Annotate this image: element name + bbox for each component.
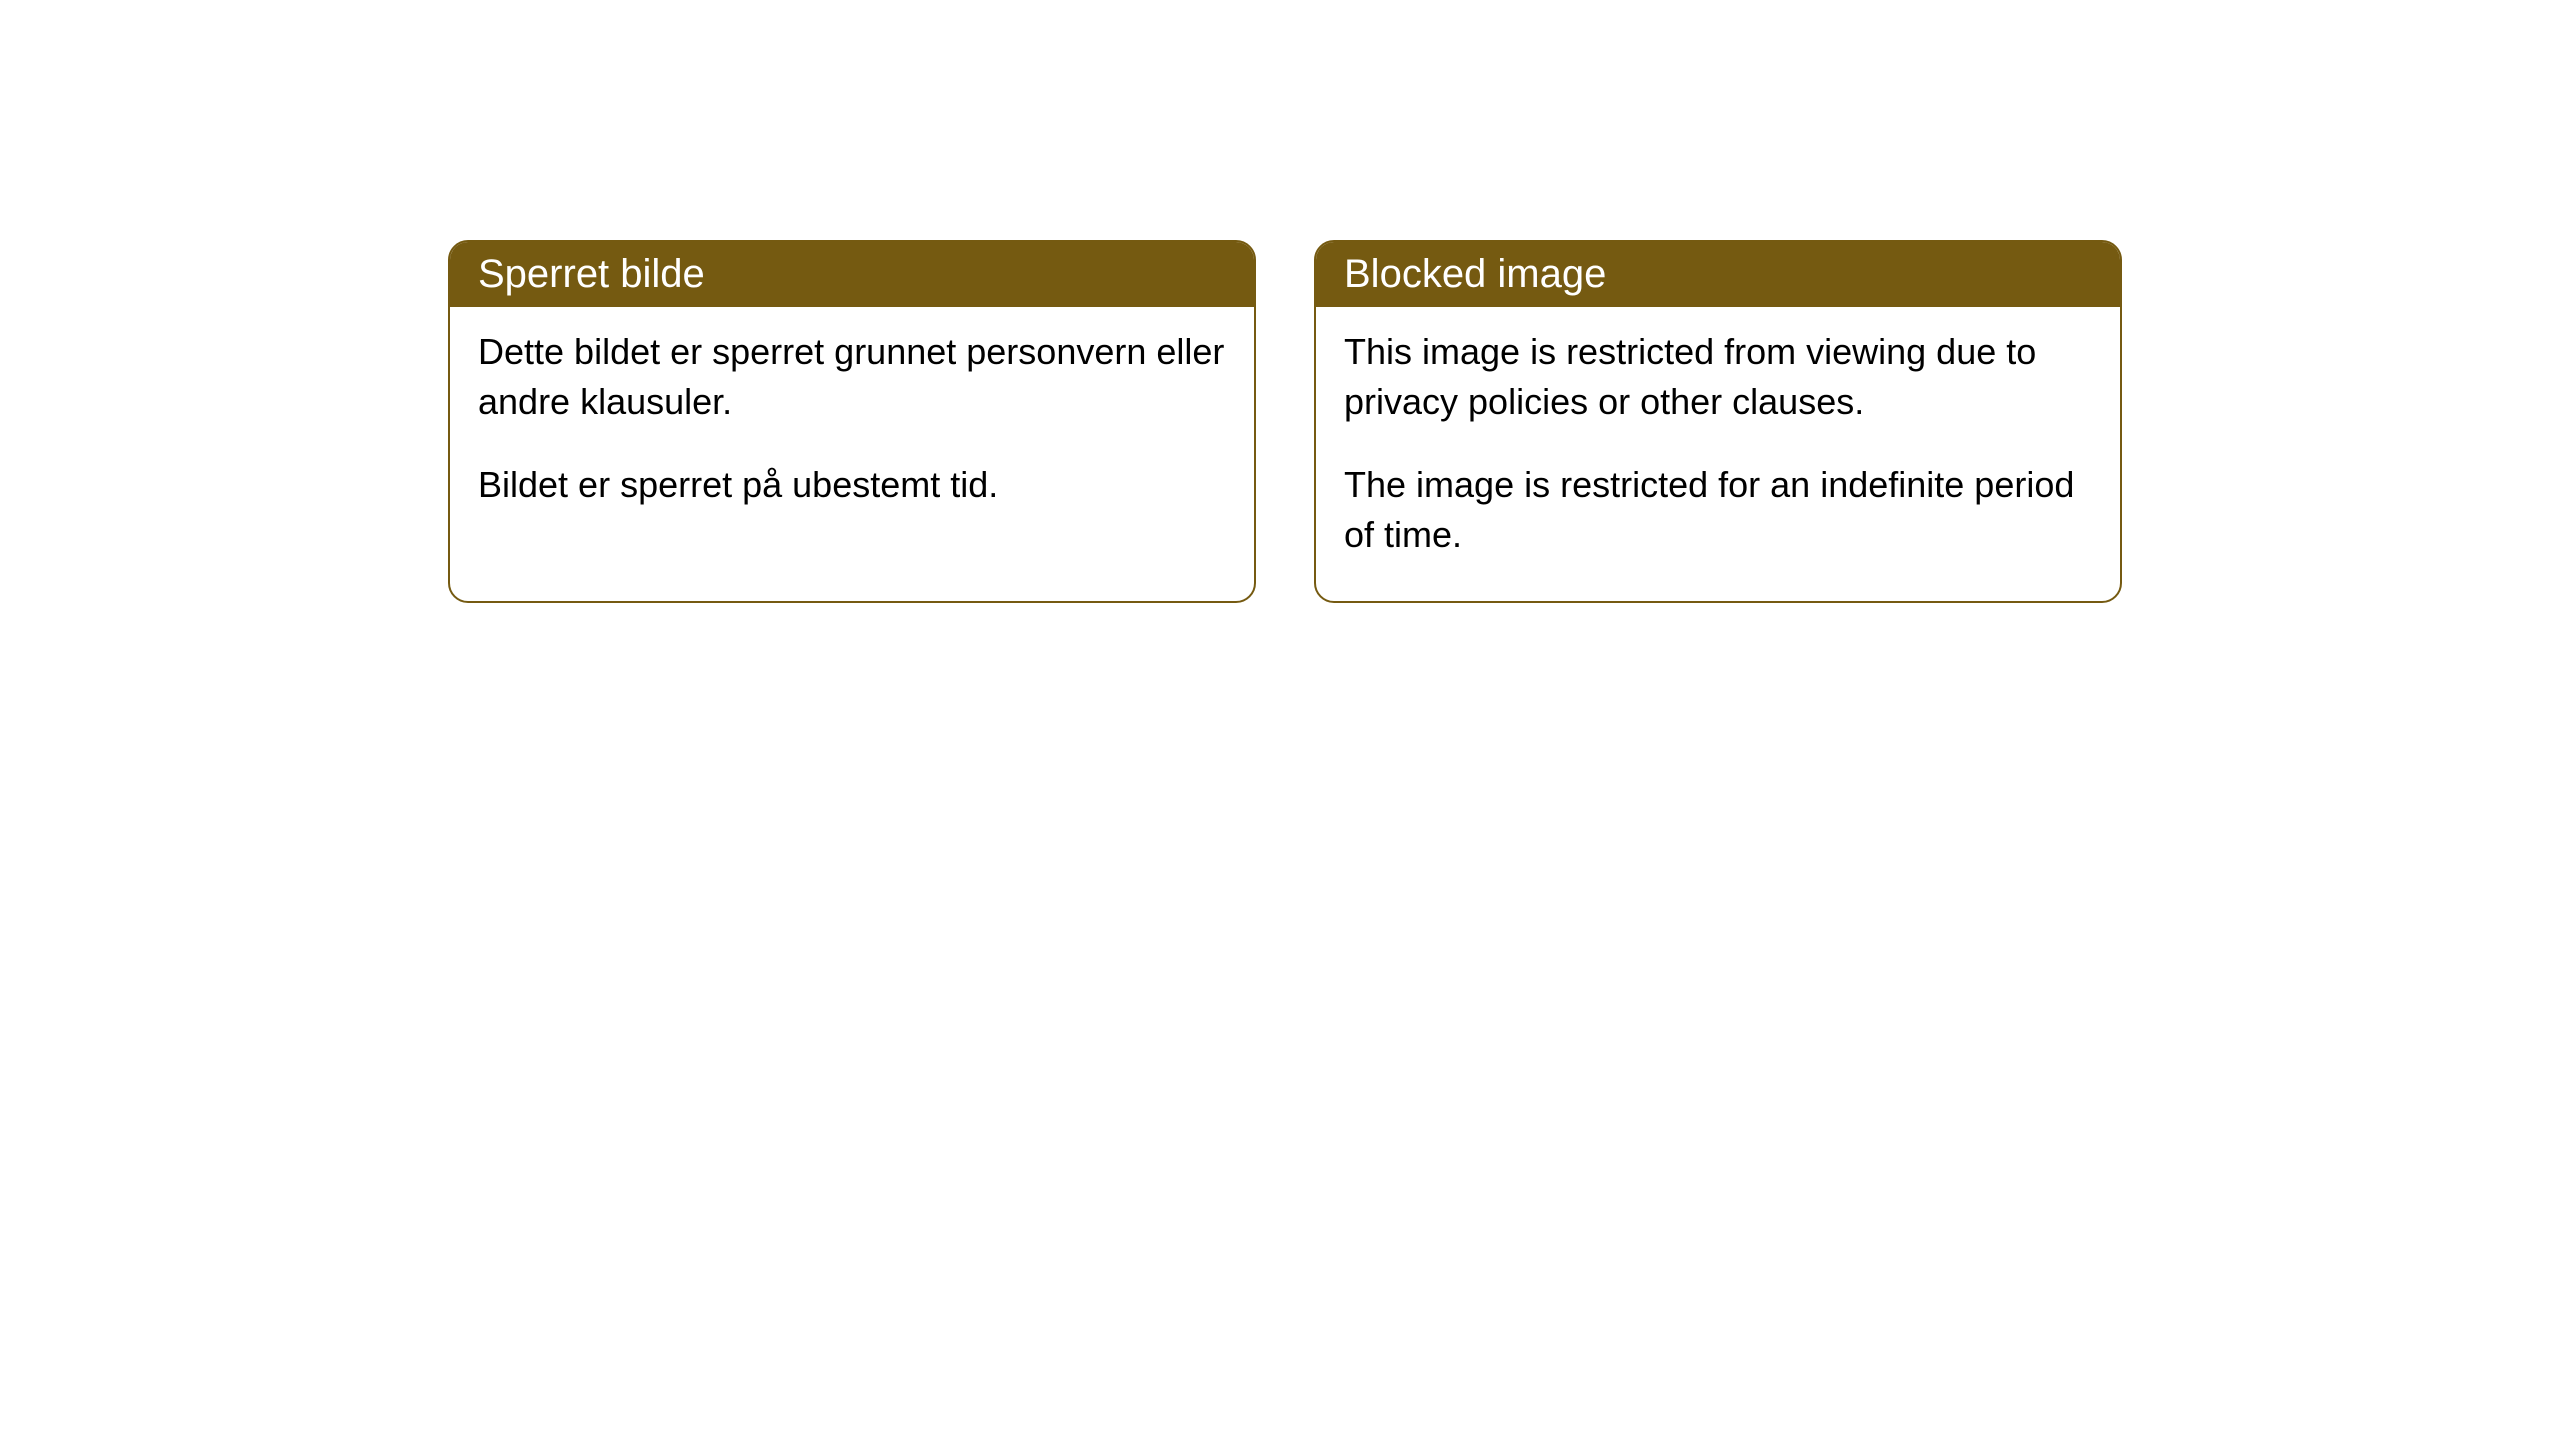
notice-header-english: Blocked image [1316, 242, 2120, 307]
notice-body-english: This image is restricted from viewing du… [1316, 307, 2120, 601]
notice-card-english: Blocked image This image is restricted f… [1314, 240, 2122, 603]
notice-text-line-1: This image is restricted from viewing du… [1344, 327, 2092, 428]
notice-text-line-1: Dette bildet er sperret grunnet personve… [478, 327, 1226, 428]
notice-text-line-2: The image is restricted for an indefinit… [1344, 460, 2092, 561]
notice-body-norwegian: Dette bildet er sperret grunnet personve… [450, 307, 1254, 550]
notice-card-norwegian: Sperret bilde Dette bildet er sperret gr… [448, 240, 1256, 603]
notice-header-norwegian: Sperret bilde [450, 242, 1254, 307]
notice-container: Sperret bilde Dette bildet er sperret gr… [0, 0, 2560, 603]
notice-text-line-2: Bildet er sperret på ubestemt tid. [478, 460, 1226, 510]
